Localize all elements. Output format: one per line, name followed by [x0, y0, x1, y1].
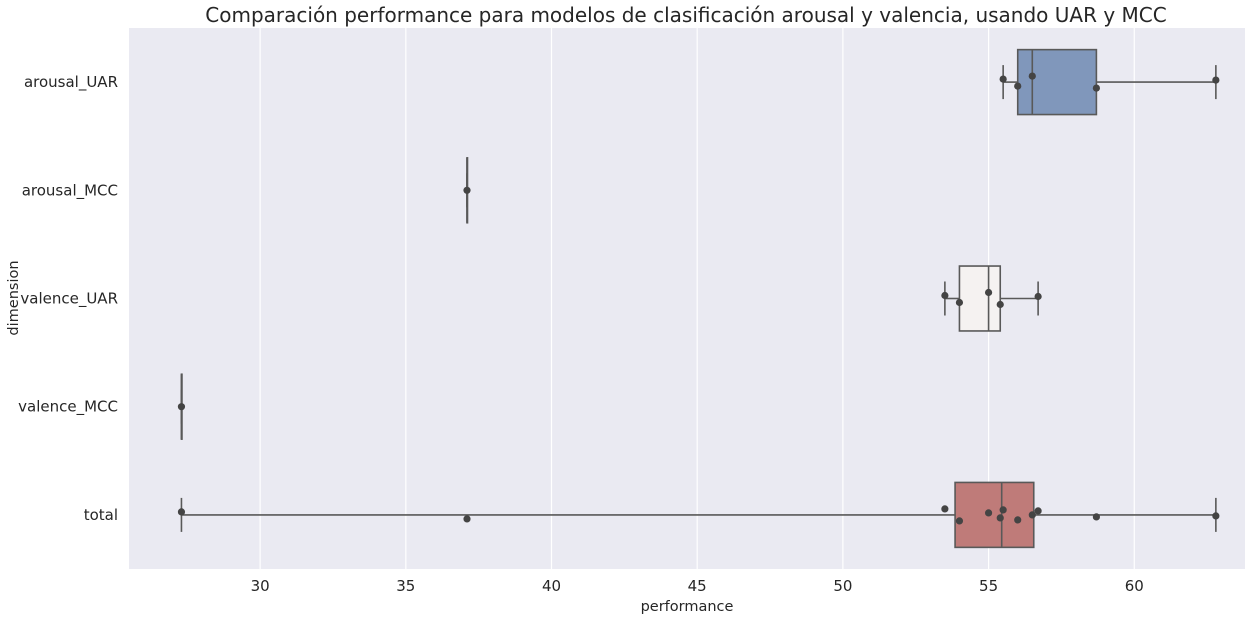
- data-point: [996, 514, 1004, 522]
- data-point: [941, 291, 949, 300]
- data-point: [984, 509, 993, 517]
- y-tick-label: valence_MCC: [18, 398, 118, 417]
- data-point: [1034, 507, 1042, 515]
- data-point: [463, 515, 471, 523]
- x-tick-label: 55: [979, 577, 998, 595]
- data-point: [999, 506, 1007, 514]
- data-point: [177, 508, 186, 516]
- y-tick-label: valence_UAR: [20, 290, 118, 309]
- chart-title: Comparación performance para modelos de …: [205, 3, 1166, 27]
- data-point: [941, 505, 949, 513]
- y-tick-label: total: [84, 506, 118, 524]
- data-point: [996, 300, 1004, 309]
- data-point: [955, 517, 964, 525]
- data-point: [1034, 292, 1042, 301]
- box-iqr: [954, 481, 1035, 549]
- x-axis-label: performance: [641, 599, 734, 615]
- data-point: [999, 75, 1007, 83]
- data-point: [984, 288, 993, 297]
- data-point: [1014, 82, 1022, 90]
- x-tick-label: 45: [688, 577, 707, 595]
- y-axis-label: dimension: [6, 260, 22, 335]
- box-iqr: [958, 265, 1002, 332]
- y-tick-labels: arousal_UAR arousal_MCC valence_UARvalence…: [18, 73, 118, 524]
- box-iqr: [1016, 48, 1098, 116]
- data-point: [463, 186, 471, 194]
- x-tick-labels: 30 35 40 45 50 55 60: [251, 577, 1144, 595]
- x-tick-label: 35: [396, 577, 415, 595]
- data-point: [1092, 513, 1100, 521]
- x-tick-label: 40: [542, 577, 561, 595]
- data-point: [1212, 76, 1220, 84]
- data-point: [1028, 72, 1036, 80]
- box-group: [944, 265, 1039, 332]
- y-tick-label: arousal_MCC: [22, 181, 118, 200]
- data-points: [177, 72, 1220, 525]
- x-tick-label: 50: [833, 577, 852, 595]
- x-tick-label: 30: [251, 577, 270, 595]
- data-point: [177, 403, 186, 411]
- data-point: [1212, 512, 1220, 520]
- data-point: [1092, 84, 1100, 92]
- data-point: [955, 298, 964, 307]
- plot-area: [129, 28, 1245, 569]
- x-tick-label: 60: [1125, 577, 1144, 595]
- data-point: [1028, 511, 1036, 519]
- y-tick-label: arousal_UAR: [24, 73, 118, 92]
- data-point: [1014, 516, 1022, 524]
